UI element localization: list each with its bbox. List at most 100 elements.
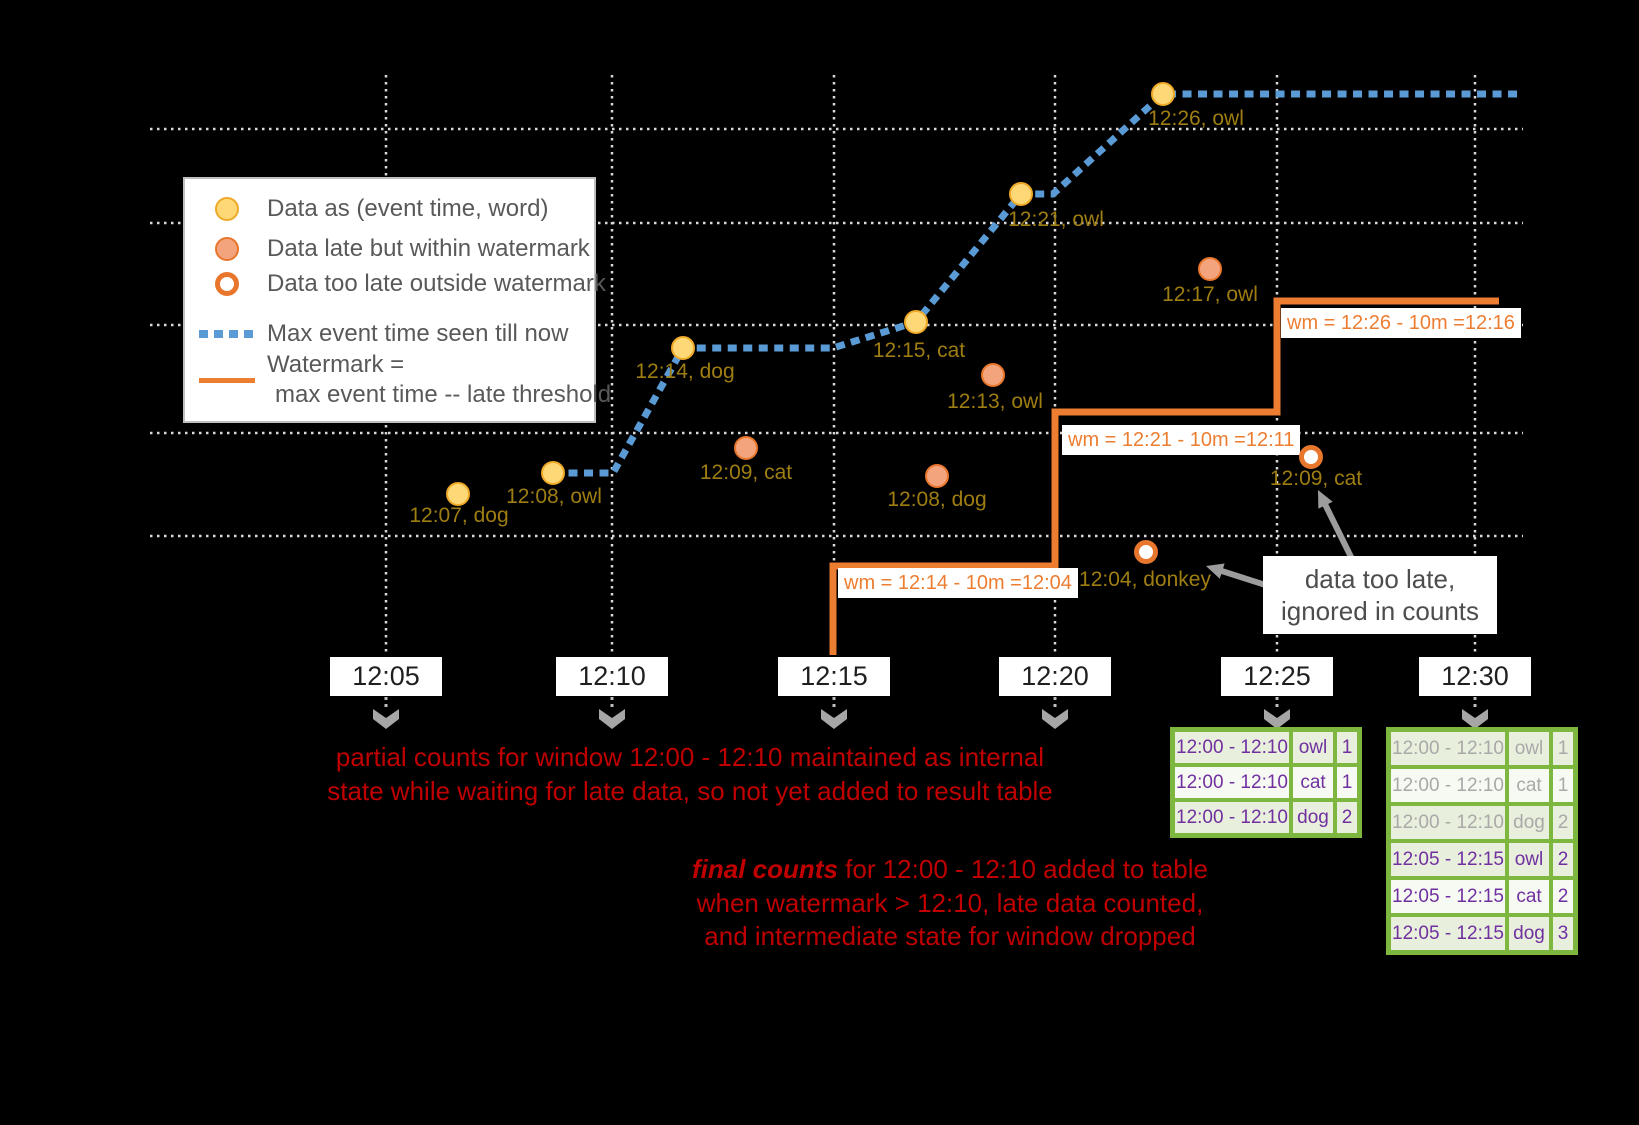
table-cell-count: 1 xyxy=(1553,732,1573,765)
too-late-note-line1: data too late, xyxy=(1304,564,1456,594)
data-point-label-1221-owl: 12:21, owl xyxy=(1008,208,1104,231)
too-late-note: data too late, ignored in counts xyxy=(1263,556,1497,634)
data-point-label-1226-owl: 12:26, owl xyxy=(1148,107,1244,130)
data-point-label-1215-cat: 12:15, cat xyxy=(872,339,966,362)
table-row: 12:00 - 12:10 dog 2 xyxy=(1391,806,1573,839)
table-row: 12:00 - 12:10 cat 1 xyxy=(1175,767,1357,798)
data-point-1214-dog xyxy=(671,336,695,360)
hollow-dot-marker xyxy=(215,272,239,296)
partial-counts-line2: state while waiting for late data, so no… xyxy=(327,775,1053,806)
final-counts-line3: and intermediate state for window droppe… xyxy=(704,921,1196,951)
too-late-note-line2: ignored in counts xyxy=(1280,596,1480,626)
table-cell-window: 12:00 - 12:10 xyxy=(1175,732,1289,763)
x-axis-label-1210: 12:10 xyxy=(556,657,668,696)
legend-item-watermark-line2: max event time -- late threshold xyxy=(185,378,611,412)
legend-label-0: Data as (event time, word) xyxy=(267,195,549,222)
axis-arrow-head-0 xyxy=(373,709,399,729)
final-counts-line1: final counts for 12:00 - 12:10 added to … xyxy=(660,853,1240,887)
table-cell-window: 12:00 - 12:10 xyxy=(1175,767,1289,798)
data-point-label-1217-owl: 12:17, owl xyxy=(1162,283,1258,306)
x-axis-label-1225: 12:25 xyxy=(1221,657,1333,696)
table-cell-word: dog xyxy=(1293,802,1333,833)
orange-dot-icon xyxy=(199,237,255,261)
data-point-1213-owl xyxy=(981,363,1005,387)
table-row: 12:05 - 12:15 cat 2 xyxy=(1391,880,1573,913)
data-point-label-1208-owl: 12:08, owl xyxy=(506,485,602,508)
table-cell-word: cat xyxy=(1509,769,1549,802)
legend-item-blue-dashes: Max event time seen till now xyxy=(185,317,594,351)
axis-arrow-head-2 xyxy=(821,709,847,729)
table-cell-count: 3 xyxy=(1553,917,1573,950)
data-point-1215-cat xyxy=(904,310,928,334)
orange-line-marker xyxy=(199,377,255,383)
table-cell-count: 1 xyxy=(1337,732,1357,763)
table-cell-word: owl xyxy=(1293,732,1333,763)
data-point-label-1214-dog: 12:14, dog xyxy=(635,360,735,383)
legend-item-orange-dot: Data late but within watermark xyxy=(185,232,594,266)
legend-item-yellow-dot: Data as (event time, word) xyxy=(185,192,594,226)
blue-dashes-icon xyxy=(199,330,255,338)
x-axis-label-1230: 12:30 xyxy=(1419,657,1531,696)
too-late-arrowhead-1 xyxy=(1206,563,1225,579)
blue-dashes-marker xyxy=(199,330,255,338)
table-cell-window: 12:05 - 12:15 xyxy=(1391,917,1505,950)
data-point-label-1209-cat: 12:09, cat xyxy=(699,461,793,484)
final-counts-line2: when watermark > 12:10, late data counte… xyxy=(696,887,1204,918)
data-point-1204-donkey xyxy=(1134,540,1158,564)
watermark-label-2: wm = 12:26 - 10m =12:16 xyxy=(1281,308,1521,338)
legend-label-2: Data too late outside watermark xyxy=(267,270,606,297)
watermark-label-1: wm = 12:21 - 10m =12:11 xyxy=(1062,425,1301,455)
max-event-time-line xyxy=(553,90,1518,477)
data-point-label-1213-owl: 12:13, owl xyxy=(947,390,1043,413)
legend-label-1: Data late but within watermark xyxy=(267,235,590,262)
table-cell-window: 12:00 - 12:10 xyxy=(1391,732,1505,765)
table-cell-count: 2 xyxy=(1337,802,1357,833)
watermark-line xyxy=(829,297,1499,655)
final-counts-emphasis: final counts xyxy=(692,854,838,884)
partial-counts-note: partial counts for window 12:00 - 12:10 … xyxy=(280,741,1100,808)
table-cell-count: 2 xyxy=(1553,806,1573,839)
legend-item-hollow-dot: Data too late outside watermark xyxy=(185,267,606,301)
table-cell-count: 2 xyxy=(1553,880,1573,913)
table-row: 12:05 - 12:15 dog 3 xyxy=(1391,917,1573,950)
data-point-1217-owl xyxy=(1198,257,1222,281)
final-counts-line1-rest: for 12:00 - 12:10 added to table xyxy=(837,854,1208,884)
table-cell-word: cat xyxy=(1509,880,1549,913)
hollow-dot-icon xyxy=(199,272,255,296)
legend-label-4b: max event time -- late threshold xyxy=(275,381,612,408)
data-point-label-1208-dog: 12:08, dog xyxy=(887,488,987,511)
x-axis-label-1220: 12:20 xyxy=(999,657,1111,696)
table-cell-count: 1 xyxy=(1553,769,1573,802)
axis-arrow-head-4 xyxy=(1264,709,1290,729)
yellow-dot-marker xyxy=(215,197,239,221)
table-cell-word: owl xyxy=(1509,843,1549,876)
table-cell-word: dog xyxy=(1509,806,1549,839)
data-point-1209-cat xyxy=(1299,445,1323,469)
data-point-label-1207-dog: 12:07, dog xyxy=(409,504,509,527)
partial-counts-line1: partial counts for window 12:00 - 12:10 … xyxy=(335,742,1045,772)
axis-arrow-head-5 xyxy=(1462,709,1488,729)
data-point-label-1204-donkey: 12:04, donkey xyxy=(1079,568,1211,591)
too-late-arrowhead-0 xyxy=(1318,490,1333,509)
table-row: 12:00 - 12:10 cat 1 xyxy=(1391,769,1573,802)
legend: Data as (event time, word) Data late but … xyxy=(183,177,611,423)
table-cell-window: 12:00 - 12:10 xyxy=(1175,802,1289,833)
table-cell-window: 12:00 - 12:10 xyxy=(1391,769,1505,802)
too-late-arrow-0 xyxy=(1320,499,1358,567)
data-point-label-1209-cat: 12:09, cat xyxy=(1269,467,1363,490)
table-row: 12:00 - 12:10 owl 1 xyxy=(1175,732,1357,763)
result-table-left: 12:00 - 12:10 owl 1 12:00 - 12:10 cat 1 12:00 … xyxy=(1170,727,1362,838)
table-row: 12:05 - 12:15 owl 2 xyxy=(1391,843,1573,876)
final-counts-note: final counts for 12:00 - 12:10 added to … xyxy=(660,853,1240,954)
table-cell-count: 1 xyxy=(1337,767,1357,798)
data-point-1207-dog xyxy=(446,482,470,506)
orange-line-icon xyxy=(199,363,255,383)
axis-arrow-head-1 xyxy=(599,709,625,729)
orange-dot-marker xyxy=(215,237,239,261)
legend-label-4: Watermark = xyxy=(267,351,405,378)
data-point-1221-owl xyxy=(1009,182,1033,206)
result-table-right: 12:00 - 12:10 owl 1 12:00 - 12:10 cat 1 12:00 … xyxy=(1386,727,1578,955)
data-point-1208-owl xyxy=(541,461,565,485)
